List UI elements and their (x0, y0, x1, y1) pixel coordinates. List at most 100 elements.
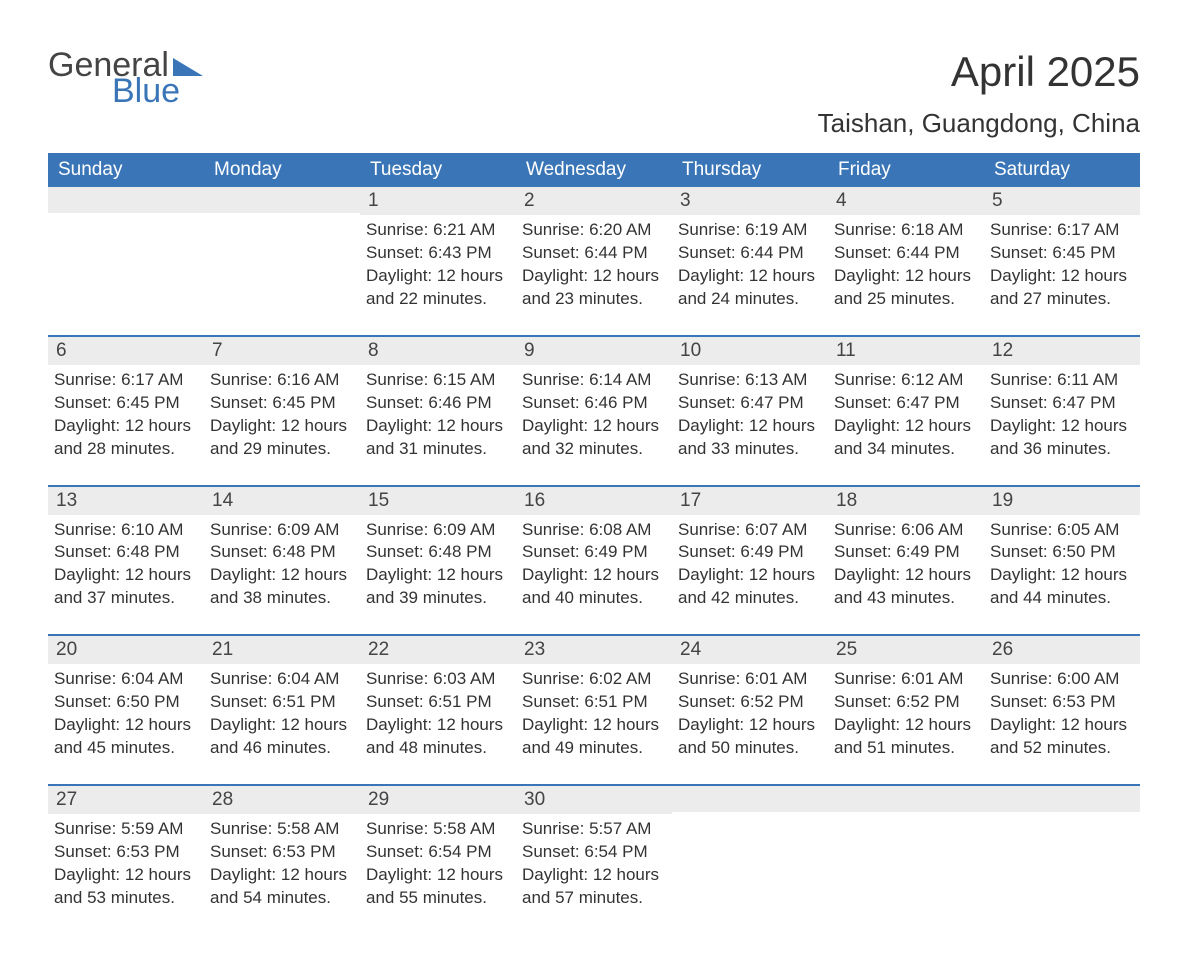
day-number: 25 (828, 636, 984, 664)
sunset-line: Sunset: 6:48 PM (54, 541, 198, 564)
sunset-line: Sunset: 6:54 PM (522, 841, 666, 864)
sunrise-line: Sunrise: 6:20 AM (522, 219, 666, 242)
sunrise-line: Sunrise: 5:58 AM (210, 818, 354, 841)
day-number: 21 (204, 636, 360, 664)
sunset-line: Sunset: 6:50 PM (54, 691, 198, 714)
calendar-day: 25Sunrise: 6:01 AMSunset: 6:52 PMDayligh… (828, 636, 984, 764)
day-number: 10 (672, 337, 828, 365)
sunset-line: Sunset: 6:49 PM (522, 541, 666, 564)
day-number: 23 (516, 636, 672, 664)
calendar-week: 1Sunrise: 6:21 AMSunset: 6:43 PMDaylight… (48, 187, 1140, 315)
sunset-line: Sunset: 6:46 PM (366, 392, 510, 415)
calendar-day: 5Sunrise: 6:17 AMSunset: 6:45 PMDaylight… (984, 187, 1140, 315)
sunset-line: Sunset: 6:45 PM (990, 242, 1134, 265)
sunset-line: Sunset: 6:53 PM (54, 841, 198, 864)
daylight-line: Daylight: 12 hours and 44 minutes. (990, 564, 1134, 610)
sunset-line: Sunset: 6:51 PM (366, 691, 510, 714)
sunrise-line: Sunrise: 5:58 AM (366, 818, 510, 841)
day-number: 4 (828, 187, 984, 215)
calendar-day: 30Sunrise: 5:57 AMSunset: 6:54 PMDayligh… (516, 786, 672, 914)
sunrise-line: Sunrise: 6:15 AM (366, 369, 510, 392)
sunrise-line: Sunrise: 6:14 AM (522, 369, 666, 392)
sunrise-line: Sunrise: 6:04 AM (54, 668, 198, 691)
daylight-line: Daylight: 12 hours and 43 minutes. (834, 564, 978, 610)
day-number: 30 (516, 786, 672, 814)
title-block: April 2025 Taishan, Guangdong, China (818, 48, 1140, 139)
day-number: 15 (360, 487, 516, 515)
weekday-header: Saturday (984, 153, 1140, 187)
calendar-day: 11Sunrise: 6:12 AMSunset: 6:47 PMDayligh… (828, 337, 984, 465)
sunrise-line: Sunrise: 6:01 AM (834, 668, 978, 691)
sunrise-line: Sunrise: 6:10 AM (54, 519, 198, 542)
day-number: 14 (204, 487, 360, 515)
day-number: 20 (48, 636, 204, 664)
day-number: 26 (984, 636, 1140, 664)
day-number: 28 (204, 786, 360, 814)
day-number (204, 187, 360, 213)
daylight-line: Daylight: 12 hours and 27 minutes. (990, 265, 1134, 311)
calendar-day (672, 786, 828, 914)
daylight-line: Daylight: 12 hours and 36 minutes. (990, 415, 1134, 461)
calendar-weeks: 1Sunrise: 6:21 AMSunset: 6:43 PMDaylight… (48, 187, 1140, 914)
sunset-line: Sunset: 6:49 PM (834, 541, 978, 564)
calendar-day (984, 786, 1140, 914)
sunset-line: Sunset: 6:53 PM (210, 841, 354, 864)
sunset-line: Sunset: 6:43 PM (366, 242, 510, 265)
sunrise-line: Sunrise: 6:12 AM (834, 369, 978, 392)
weekday-header: Sunday (48, 153, 204, 187)
sunrise-line: Sunrise: 6:04 AM (210, 668, 354, 691)
calendar: SundayMondayTuesdayWednesdayThursdayFrid… (48, 153, 1140, 914)
sunrise-line: Sunrise: 6:06 AM (834, 519, 978, 542)
day-number: 22 (360, 636, 516, 664)
calendar-day: 10Sunrise: 6:13 AMSunset: 6:47 PMDayligh… (672, 337, 828, 465)
sunrise-line: Sunrise: 5:59 AM (54, 818, 198, 841)
calendar-day: 17Sunrise: 6:07 AMSunset: 6:49 PMDayligh… (672, 487, 828, 615)
day-number: 17 (672, 487, 828, 515)
sunset-line: Sunset: 6:54 PM (366, 841, 510, 864)
daylight-line: Daylight: 12 hours and 29 minutes. (210, 415, 354, 461)
calendar-week: 13Sunrise: 6:10 AMSunset: 6:48 PMDayligh… (48, 485, 1140, 615)
sunrise-line: Sunrise: 6:17 AM (54, 369, 198, 392)
sunrise-line: Sunrise: 6:16 AM (210, 369, 354, 392)
calendar-day (828, 786, 984, 914)
sunset-line: Sunset: 6:44 PM (678, 242, 822, 265)
sunset-line: Sunset: 6:53 PM (990, 691, 1134, 714)
day-number (672, 786, 828, 812)
daylight-line: Daylight: 12 hours and 31 minutes. (366, 415, 510, 461)
calendar-day: 12Sunrise: 6:11 AMSunset: 6:47 PMDayligh… (984, 337, 1140, 465)
calendar-day: 1Sunrise: 6:21 AMSunset: 6:43 PMDaylight… (360, 187, 516, 315)
daylight-line: Daylight: 12 hours and 23 minutes. (522, 265, 666, 311)
sunrise-line: Sunrise: 6:11 AM (990, 369, 1134, 392)
weekday-header: Wednesday (516, 153, 672, 187)
daylight-line: Daylight: 12 hours and 25 minutes. (834, 265, 978, 311)
day-number: 29 (360, 786, 516, 814)
weekday-header: Friday (828, 153, 984, 187)
month-title: April 2025 (818, 48, 1140, 96)
daylight-line: Daylight: 12 hours and 33 minutes. (678, 415, 822, 461)
day-number: 27 (48, 786, 204, 814)
daylight-line: Daylight: 12 hours and 52 minutes. (990, 714, 1134, 760)
calendar-day: 20 Sunrise: 6:04 AMSunset: 6:50 PMDayligh… (48, 636, 204, 764)
calendar-day: 14Sunrise: 6:09 AMSunset: 6:48 PMDayligh… (204, 487, 360, 615)
weekday-header-row: SundayMondayTuesdayWednesdayThursdayFrid… (48, 153, 1140, 187)
daylight-line: Daylight: 12 hours and 39 minutes. (366, 564, 510, 610)
daylight-line: Daylight: 12 hours and 45 minutes. (54, 714, 198, 760)
calendar-week: 27Sunrise: 5:59 AMSunset: 6:53 PMDayligh… (48, 784, 1140, 914)
daylight-line: Daylight: 12 hours and 28 minutes. (54, 415, 198, 461)
sunset-line: Sunset: 6:47 PM (678, 392, 822, 415)
daylight-line: Daylight: 12 hours and 55 minutes. (366, 864, 510, 910)
calendar-day: 18Sunrise: 6:06 AMSunset: 6:49 PMDayligh… (828, 487, 984, 615)
location-subtitle: Taishan, Guangdong, China (818, 108, 1140, 139)
sunset-line: Sunset: 6:45 PM (54, 392, 198, 415)
day-number: 6 (48, 337, 204, 365)
calendar-day: 22Sunrise: 6:03 AMSunset: 6:51 PMDayligh… (360, 636, 516, 764)
sunset-line: Sunset: 6:44 PM (522, 242, 666, 265)
sunrise-line: Sunrise: 6:01 AM (678, 668, 822, 691)
sunset-line: Sunset: 6:46 PM (522, 392, 666, 415)
calendar-day: 21Sunrise: 6:04 AMSunset: 6:51 PMDayligh… (204, 636, 360, 764)
sunrise-line: Sunrise: 6:00 AM (990, 668, 1134, 691)
calendar-day (204, 187, 360, 315)
sunset-line: Sunset: 6:51 PM (522, 691, 666, 714)
daylight-line: Daylight: 12 hours and 54 minutes. (210, 864, 354, 910)
calendar-week: 20Sunrise: 6:04 AMSunset: 6:50 PMDayligh… (48, 634, 1140, 764)
